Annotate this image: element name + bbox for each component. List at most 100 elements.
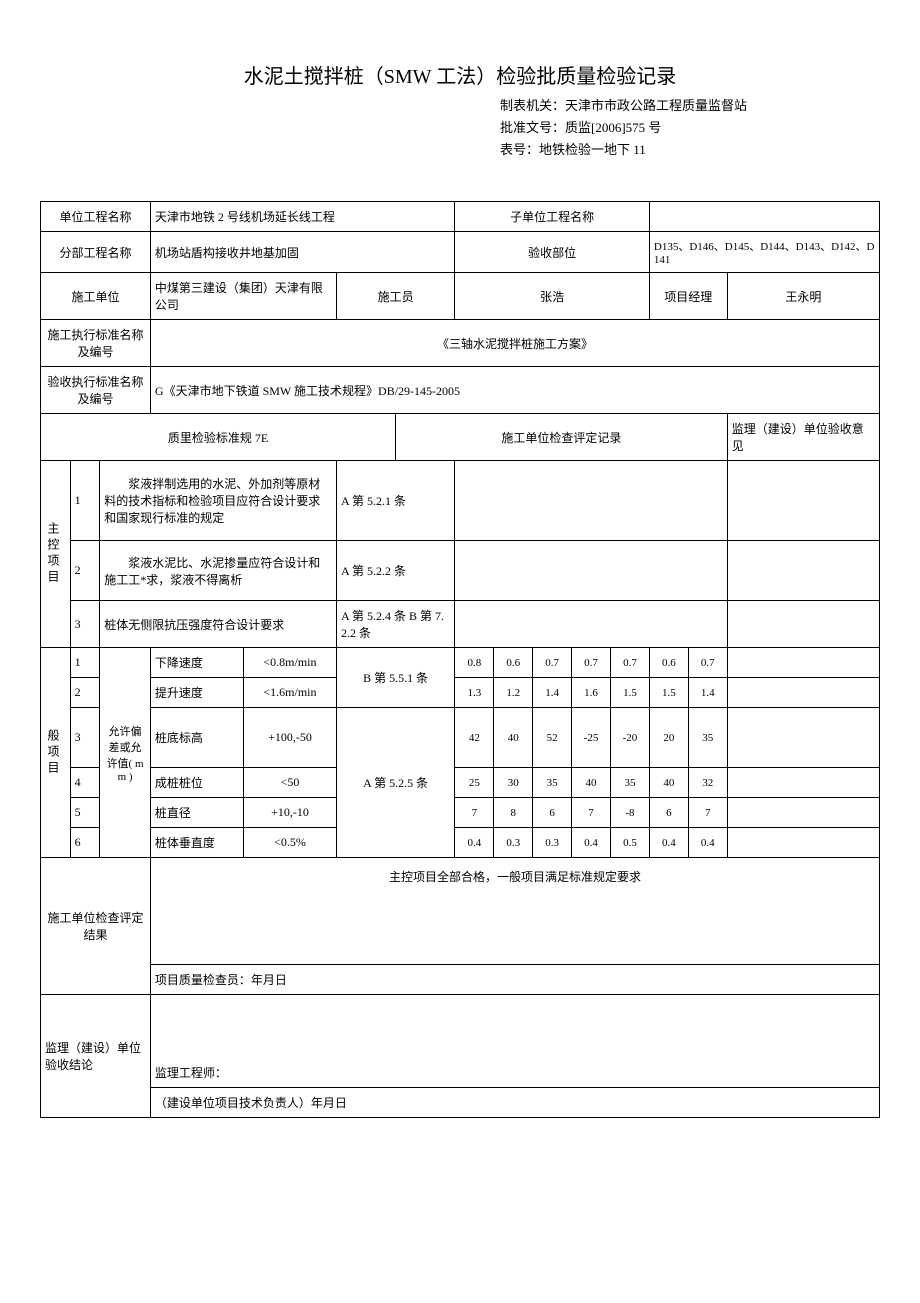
gen-v-4-0: 25 xyxy=(455,768,494,798)
gen-no-5: 5 xyxy=(70,798,100,828)
label-builder: 施工员 xyxy=(336,273,454,320)
val-subunit xyxy=(649,202,879,232)
gen-item-2: 提升速度 xyxy=(150,678,243,708)
gen-v-6-0: 0.4 xyxy=(455,828,494,858)
meta-form-no: 表号：地铁检验一地下 11 xyxy=(500,139,880,161)
gen-v-2-3: 1.6 xyxy=(572,678,611,708)
main-ref-3: A 第 5.2.4 条 B 第 7.2.2 条 xyxy=(336,601,454,648)
val-unit: 天津市地铁 2 号线机场延长线工程 xyxy=(150,202,454,232)
gen-v-4-1: 30 xyxy=(494,768,533,798)
gen-item-5: 桩直径 xyxy=(150,798,243,828)
val-accept-std: G《天津市地下铁道 SMW 施工技术规程》DB/29-145-2005 xyxy=(150,367,879,414)
label-accept-part: 验收部位 xyxy=(455,232,650,273)
gen-v-2-6: 1.4 xyxy=(688,678,727,708)
supervisor-conclusion-label: 监理（建设）单位验收结论 xyxy=(41,995,151,1118)
gen-tol-1: <0.8m/min xyxy=(243,648,336,678)
val-contractor: 中煤第三建设（集团）天津有限公司 xyxy=(150,273,336,320)
main-op-3 xyxy=(727,601,879,648)
main-ref-1: A 第 5.2.1 条 xyxy=(336,461,454,541)
col-opinion: 监理（建设）单位验收意见 xyxy=(727,414,879,461)
gen-no-3: 3 xyxy=(70,708,100,768)
gen-tol-6: <0.5% xyxy=(243,828,336,858)
gen-v-1-2: 0.7 xyxy=(533,648,572,678)
gen-v-5-1: 8 xyxy=(494,798,533,828)
gen-v-1-6: 0.7 xyxy=(688,648,727,678)
tolerance-label: 允许偏差或允许值( mm ) xyxy=(100,648,151,858)
inspection-table: 单位工程名称 天津市地铁 2 号线机场延长线工程 子单位工程名称 分部工程名称 … xyxy=(40,201,880,1118)
gen-v-3-2: 52 xyxy=(533,708,572,768)
gen-v-6-6: 0.4 xyxy=(688,828,727,858)
supervisor-line1: 监理工程师： xyxy=(150,995,879,1088)
gen-v-6-3: 0.4 xyxy=(572,828,611,858)
gen-v-3-4: -20 xyxy=(610,708,649,768)
main-rec-1 xyxy=(455,461,727,541)
col-record: 施工单位检查评定记录 xyxy=(396,414,728,461)
val-accept-part: D135、D146、D145、D144、D143、D142、D141 xyxy=(649,232,879,273)
gen-v-3-6: 35 xyxy=(688,708,727,768)
gen-v-2-4: 1.5 xyxy=(610,678,649,708)
gen-op-3 xyxy=(727,708,879,768)
main-no-3: 3 xyxy=(70,601,100,648)
gen-no-6: 6 xyxy=(70,828,100,858)
gen-v-2-0: 1.3 xyxy=(455,678,494,708)
gen-v-1-1: 0.6 xyxy=(494,648,533,678)
contractor-result-text: 主控项目全部合格，一般项目满足标准规定要求 xyxy=(150,858,879,965)
gen-v-5-5: 6 xyxy=(649,798,688,828)
gen-no-1: 1 xyxy=(70,648,100,678)
gen-item-6: 桩体垂直度 xyxy=(150,828,243,858)
gen-op-1 xyxy=(727,648,879,678)
gen-no-4: 4 xyxy=(70,768,100,798)
gen-op-5 xyxy=(727,798,879,828)
gen-v-4-3: 40 xyxy=(572,768,611,798)
label-unit: 单位工程名称 xyxy=(41,202,151,232)
gen-v-5-6: 7 xyxy=(688,798,727,828)
gen-tol-4: <50 xyxy=(243,768,336,798)
main-rec-3 xyxy=(455,601,727,648)
main-no-1: 1 xyxy=(70,461,100,541)
general-section-label: 般项目 xyxy=(41,648,71,858)
gen-v-1-0: 0.8 xyxy=(455,648,494,678)
label-exec-std: 施工执行标准名称及编号 xyxy=(41,320,151,367)
gen-op-4 xyxy=(727,768,879,798)
gen-v-2-1: 1.2 xyxy=(494,678,533,708)
gen-tol-2: <1.6m/min xyxy=(243,678,336,708)
gen-v-1-3: 0.7 xyxy=(572,648,611,678)
gen-v-6-4: 0.5 xyxy=(610,828,649,858)
gen-v-1-5: 0.6 xyxy=(649,648,688,678)
gen-tol-5: +10,-10 xyxy=(243,798,336,828)
label-division: 分部工程名称 xyxy=(41,232,151,273)
val-exec-std: 《三轴水泥搅拌桩施工方案》 xyxy=(150,320,879,367)
gen-v-3-1: 40 xyxy=(494,708,533,768)
meta-approval: 批准文号：质监[2006]575 号 xyxy=(500,117,880,139)
gen-v-6-5: 0.4 xyxy=(649,828,688,858)
gen-v-2-2: 1.4 xyxy=(533,678,572,708)
main-no-2: 2 xyxy=(70,541,100,601)
gen-v-3-3: -25 xyxy=(572,708,611,768)
label-accept-std: 验收执行标准名称及编号 xyxy=(41,367,151,414)
gen-op-2 xyxy=(727,678,879,708)
main-op-1 xyxy=(727,461,879,541)
gen-v-6-1: 0.3 xyxy=(494,828,533,858)
label-pm: 项目经理 xyxy=(649,273,727,320)
gen-v-4-6: 32 xyxy=(688,768,727,798)
gen-ref-12: B 第 5.5.1 条 xyxy=(336,648,454,708)
gen-v-3-5: 20 xyxy=(649,708,688,768)
val-division: 机场站盾构接收井地基加固 xyxy=(150,232,454,273)
gen-v-4-4: 35 xyxy=(610,768,649,798)
val-pm: 王永明 xyxy=(727,273,879,320)
meta-org: 制表机关：天津市市政公路工程质量监督站 xyxy=(500,95,880,117)
gen-ref-3456: A 第 5.2.5 条 xyxy=(336,708,454,858)
label-contractor: 施工单位 xyxy=(41,273,151,320)
meta-block: 制表机关：天津市市政公路工程质量监督站 批准文号：质监[2006]575 号 表… xyxy=(500,95,880,161)
gen-v-5-3: 7 xyxy=(572,798,611,828)
gen-v-3-0: 42 xyxy=(455,708,494,768)
main-desc-2: 浆液水泥比、水泥掺量应符合设计和施工工*求，浆液不得离析 xyxy=(100,541,337,601)
supervisor-line2: （建设单位项目技术负责人）年月日 xyxy=(150,1088,879,1118)
main-rec-2 xyxy=(455,541,727,601)
page-title: 水泥土搅拌桩（SMW 工法）检验批质量检验记录 xyxy=(40,60,880,89)
gen-v-4-5: 40 xyxy=(649,768,688,798)
main-op-2 xyxy=(727,541,879,601)
gen-v-5-2: 6 xyxy=(533,798,572,828)
val-builder: 张浩 xyxy=(455,273,650,320)
main-desc-1: 浆液拌制选用的水泥、外加剂等原材料的技术指标和检验项目应符合设计要求和国家现行标… xyxy=(100,461,337,541)
